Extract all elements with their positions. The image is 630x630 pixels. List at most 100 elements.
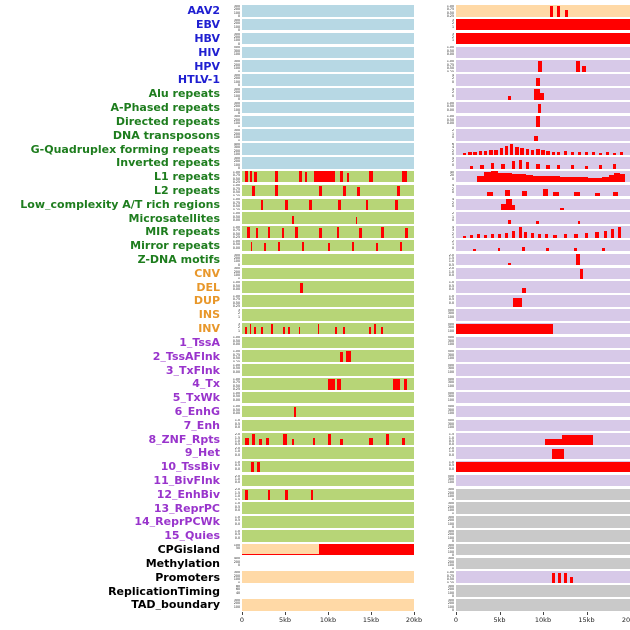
- track-panel-right: [456, 295, 630, 307]
- y-axis-ticks-left: 1.00 0.50 0.00: [232, 364, 240, 374]
- track-panel-left: [242, 350, 414, 362]
- signal-bar: [511, 161, 516, 169]
- signal-bar: [556, 5, 561, 17]
- track-panel-right: [456, 557, 630, 570]
- signal-bar: [511, 173, 519, 183]
- signal-bar: [386, 433, 390, 445]
- signal-bar: [544, 234, 549, 238]
- track-panel-right: [456, 419, 630, 432]
- y-axis-ticks-left: 300 200 100 0: [233, 115, 240, 128]
- signal-bar: [511, 205, 516, 211]
- signal-bar: [584, 152, 589, 155]
- signal-bar: [395, 199, 398, 211]
- signal-bar: [584, 165, 589, 169]
- y-axis-ticks-left: 1.0 0.5 0.0: [234, 529, 240, 540]
- track-label: INS: [198, 309, 220, 321]
- signal-bar: [536, 116, 540, 128]
- signal-bar: [264, 242, 267, 252]
- signal-bar: [259, 438, 262, 445]
- signal-bar: [508, 220, 511, 224]
- y-axis-ticks-right: 4 2 0: [451, 87, 454, 98]
- signal-bar: [365, 200, 369, 211]
- signal-bar: [369, 437, 373, 445]
- track-panel-right: [456, 350, 630, 362]
- signal-bar: [562, 434, 594, 445]
- track-panel-left: [242, 46, 414, 59]
- signal-bar: [508, 95, 511, 100]
- signal-bar: [346, 172, 350, 183]
- track-row: HBV 300 200 100 0 3 2 1: [0, 32, 630, 46]
- signal-bar: [357, 187, 360, 197]
- signal-bar: [570, 152, 575, 155]
- signal-bar: [520, 147, 524, 155]
- signal-bar: [497, 233, 502, 238]
- signal-bar: [591, 152, 596, 155]
- signal-bar: [536, 220, 539, 224]
- x-tick-label: 5kb: [493, 616, 506, 624]
- signal-bar: [300, 282, 303, 293]
- track-panel-left: [242, 157, 414, 169]
- track-row: 9_Het 2.0 1.0 0.0 2.0 1.0 0.0: [0, 446, 630, 460]
- track-row: 14_ReprPCWk 1.0 0.5 0.0 300 200 100 0: [0, 515, 630, 529]
- track-label: Directed repeats: [115, 115, 220, 127]
- track-label: 7_Enh: [183, 419, 220, 431]
- signal-bar: [577, 151, 582, 155]
- y-axis-ticks-left: 1.00 0.75 0.50 0.25 0.00: [232, 198, 240, 211]
- signal-bar: [619, 173, 625, 183]
- signal-bar: [530, 233, 535, 238]
- signal-bar: [285, 489, 288, 501]
- signal-bar: [504, 146, 509, 155]
- y-axis-ticks-right: 2.0 1.0 0.0: [448, 446, 454, 457]
- signal-bar: [328, 242, 330, 252]
- track-panel-right: [456, 460, 630, 473]
- track-row: TAD_boundary 300 200 100 300 200 100 0: [0, 598, 630, 612]
- signal-bar: [337, 379, 341, 390]
- signal-bar: [271, 324, 273, 335]
- signal-bar: [619, 152, 624, 155]
- track-label: 2_TssAFlnk: [152, 350, 220, 362]
- track-panel-left: [242, 599, 414, 611]
- x-tick-label: 0: [453, 616, 459, 624]
- signal-bar: [401, 171, 408, 183]
- signal-bar: [513, 297, 523, 307]
- y-axis-ticks-right: 500 300 100: [447, 405, 454, 416]
- signal-bar: [612, 164, 617, 169]
- signal-bar: [476, 176, 484, 183]
- signal-bar: [343, 185, 347, 197]
- axis-spacer-left: [0, 612, 242, 630]
- track-panel-right: [456, 405, 630, 418]
- track-panel-left: [242, 530, 414, 542]
- signal-bar: [456, 461, 630, 473]
- signal-bar: [581, 176, 589, 183]
- track-panel-right: [456, 18, 630, 31]
- track-panel-right: [456, 433, 630, 445]
- track-row: Low_complexity A/T rich regions 1.00 0.75…: [0, 197, 630, 211]
- x-tick-mark: [242, 612, 243, 615]
- signal-bar: [480, 164, 484, 169]
- y-axis-ticks-right: 2 1 0: [451, 239, 454, 250]
- signal-bar: [609, 174, 615, 183]
- track-panel-left: [242, 419, 414, 432]
- signal-bar: [473, 248, 476, 252]
- track-row: 4_Tx 1.00 0.75 0.50 0.25 0.00 500 300 100: [0, 377, 630, 391]
- track-panel-left: [242, 226, 414, 238]
- track-row: Mirror repeats 1.00 0.50 0.00 2 1 0: [0, 239, 630, 253]
- track-panel-right: [456, 488, 630, 501]
- track-panel-left: [242, 488, 414, 501]
- signal-bar: [546, 164, 550, 169]
- signal-bar: [291, 215, 294, 224]
- signal-bar: [563, 572, 567, 583]
- signal-bar: [283, 433, 287, 445]
- x-tick-mark: [456, 612, 457, 615]
- y-axis-ticks-left: 400 200 0: [233, 557, 240, 568]
- y-axis-ticks-left: 2.0 1.0 0.0: [234, 446, 240, 457]
- track-panel-left: [242, 447, 414, 459]
- signal-bar: [319, 186, 322, 197]
- track-row: 1_TssA 1.00 0.50 0.00 500 300 100: [0, 336, 630, 350]
- y-axis-ticks-right: 3 2 1: [451, 32, 454, 43]
- signal-bar: [374, 324, 377, 335]
- track-row: HTLV-1 300 200 100 0 4 2 0: [0, 73, 630, 87]
- signal-bar: [536, 77, 540, 86]
- y-axis-ticks-right: 300 200 100 0: [447, 488, 454, 501]
- track-label: 15_Quies: [164, 530, 220, 542]
